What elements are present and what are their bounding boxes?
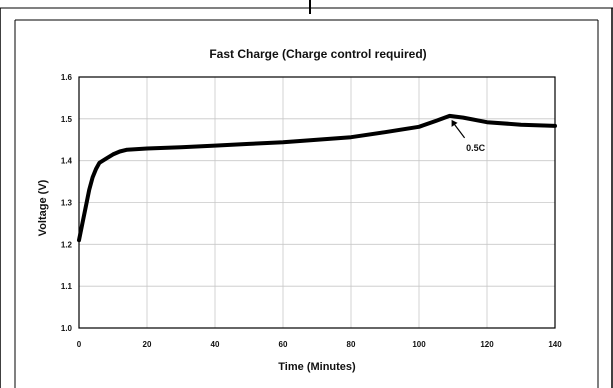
annotation-arrow-head	[451, 119, 458, 127]
y-tick-label: 1.5	[61, 115, 73, 124]
x-tick-label: 60	[279, 340, 288, 349]
x-tick-label: 120	[480, 340, 494, 349]
y-tick-label: 1.0	[61, 324, 73, 333]
y-tick-label: 1.2	[61, 240, 73, 249]
x-tick-label: 20	[143, 340, 152, 349]
tick-labels: 0 20 40 60 80 100 120 140 1.0 1.1 1.2 1.3 1.4 1.5 1.6	[61, 73, 562, 349]
axes	[78, 76, 556, 329]
x-tick-label: 40	[211, 340, 220, 349]
plot-border	[78, 76, 556, 329]
x-tick-label: 0	[77, 340, 82, 349]
annotations: 0.5C	[451, 119, 486, 153]
series-line	[77, 113, 557, 243]
y-tick-label: 1.3	[61, 199, 73, 208]
x-tick-label: 140	[548, 340, 562, 349]
series-layer	[77, 113, 557, 243]
grid	[78, 76, 556, 329]
y-tick-label: 1.4	[61, 157, 73, 166]
x-tick-label: 100	[412, 340, 426, 349]
x-axis-label: Time (Minutes)	[278, 361, 356, 373]
y-tick-label: 1.1	[61, 282, 73, 291]
y-axis-label: Voltage (V)	[37, 179, 49, 236]
y-tick-label: 1.6	[61, 73, 73, 82]
annotation-label: 0.5C	[466, 143, 486, 153]
x-tick-label: 80	[347, 340, 356, 349]
chart-title: Fast Charge (Charge control required)	[209, 47, 426, 61]
